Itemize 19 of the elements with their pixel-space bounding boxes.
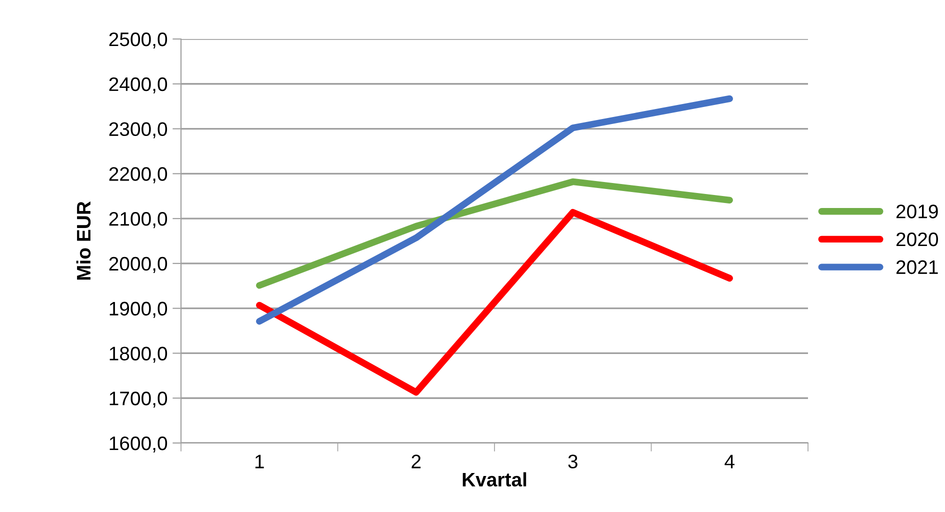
y-tick-label: 1800,0 (110, 346, 168, 363)
y-tick-label: 2100,0 (109, 212, 168, 228)
x-tick-label: 3 (568, 454, 578, 468)
y-tick-label: 1700,0 (110, 392, 168, 408)
x-tick-label: 1 (255, 454, 264, 468)
x-axis-title: Kvartal (462, 472, 526, 487)
y-tick-label: 2200,0 (109, 167, 168, 184)
y-tick-label: 1600,0 (110, 436, 168, 453)
y-tick-label: 2400,0 (109, 77, 168, 94)
legend-label: 2021 (896, 260, 938, 274)
x-tick-label: 2 (412, 454, 421, 468)
legend-label: 2019 (896, 204, 938, 218)
y-tick-label: 2300,0 (109, 122, 168, 138)
y-axis-title: Mio EUR (76, 201, 91, 280)
x-tick-label: 4 (724, 454, 734, 468)
y-tick-label: 2000,0 (109, 256, 168, 273)
y-tick-label: 1900,0 (110, 302, 168, 318)
y-tick-label: 2500,0 (109, 32, 168, 49)
legend-label: 2020 (896, 232, 938, 246)
